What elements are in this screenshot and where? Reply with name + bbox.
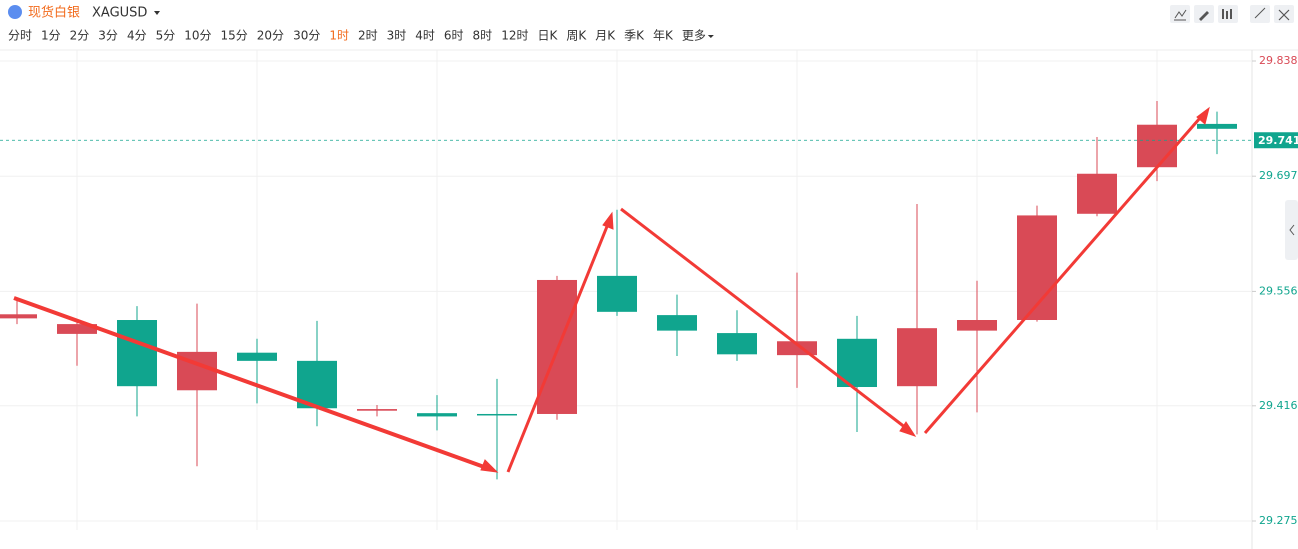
side-toggle-icon[interactable]: [1289, 224, 1295, 236]
period-tab[interactable]: 分时: [8, 29, 32, 43]
candle-body: [657, 315, 697, 331]
dropdown-icon[interactable]: [154, 11, 160, 15]
period-tab[interactable]: 季K: [624, 29, 645, 43]
y-tick-label: 29.556: [1259, 284, 1298, 297]
period-tab[interactable]: 1时: [329, 29, 349, 43]
last-price-label: 29.741: [1258, 134, 1298, 147]
period-tab[interactable]: 4时: [415, 29, 435, 43]
symbol[interactable]: XAGUSD: [92, 6, 147, 21]
candle-body: [0, 314, 37, 319]
candle-body: [117, 320, 157, 387]
title[interactable]: 现货白银: [28, 5, 80, 21]
period-tab[interactable]: 周K: [566, 29, 587, 43]
y-tick-label: 29.838: [1259, 54, 1298, 67]
candle-body: [57, 324, 97, 334]
candle-body: [357, 409, 397, 411]
period-tab[interactable]: 年K: [653, 29, 674, 43]
period-tab[interactable]: 3分: [98, 29, 118, 43]
annotations: [13, 106, 1210, 473]
period-tab[interactable]: 6时: [444, 29, 464, 43]
period-tab[interactable]: 1分: [41, 29, 61, 43]
period-tab[interactable]: 日K: [537, 29, 558, 43]
arrowhead: [480, 459, 499, 473]
y-tick-label: 29.416: [1259, 399, 1298, 412]
period-tab[interactable]: 30分: [293, 29, 320, 43]
arrow: [923, 117, 1202, 434]
arrow: [620, 207, 907, 430]
period-tab[interactable]: 4分: [127, 29, 147, 43]
period-tab[interactable]: 8时: [473, 29, 493, 43]
period-tab[interactable]: 2时: [358, 29, 378, 43]
candle-body: [597, 275, 637, 312]
tool-buttons: [1170, 5, 1294, 23]
period-tab[interactable]: 12时: [501, 29, 528, 43]
period-tab[interactable]: 3时: [387, 29, 407, 43]
arrow: [506, 223, 610, 473]
period-tab[interactable]: 10分: [184, 29, 211, 43]
period-tab[interactable]: 2分: [70, 29, 90, 43]
period-tab[interactable]: 5分: [156, 29, 176, 43]
close-button[interactable]: [1274, 5, 1294, 23]
period-bar: 分时 1分 2分 3分 4分 5分 10分 15分 20分 30分 1时 2时 3时 4时 6时 8时 12时日…: [8, 29, 714, 43]
candle-body: [477, 413, 517, 416]
arrowhead: [602, 211, 614, 230]
period-tab[interactable]: 20分: [257, 29, 284, 43]
y-tick-label: 29.275: [1259, 514, 1298, 527]
dropdown-icon: [707, 35, 714, 38]
period-tab[interactable]: 15分: [221, 29, 248, 43]
candle-body: [717, 333, 757, 355]
candle-body: [1197, 123, 1237, 129]
arrow: [13, 296, 488, 470]
period-tab[interactable]: 月K: [595, 29, 616, 43]
arrowhead: [899, 421, 917, 437]
candle-body: [237, 352, 277, 361]
candle-body: [1137, 124, 1177, 168]
tool-button[interactable]: [1250, 5, 1270, 23]
arrowhead: [1196, 106, 1210, 125]
logo: [8, 5, 22, 19]
last-price-badge: [1254, 132, 1298, 149]
candle-body: [957, 320, 997, 331]
candle-body: [1077, 173, 1117, 214]
side-toggle[interactable]: [1285, 200, 1298, 260]
candle-body: [417, 413, 457, 417]
y-tick-label: 29.697: [1259, 169, 1298, 182]
period-tab[interactable]: 更多: [682, 29, 706, 43]
candle-body: [897, 328, 937, 387]
